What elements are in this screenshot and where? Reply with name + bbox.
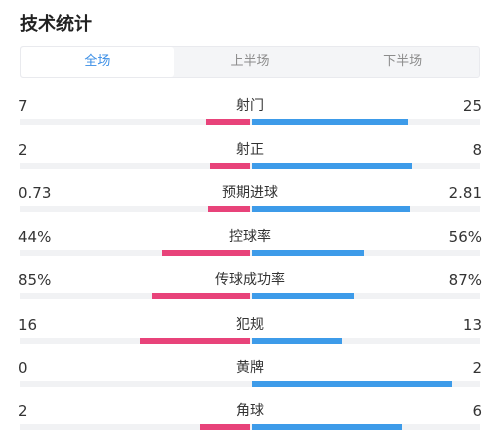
stat-row-expected-goals: 0.73 预期进球 2.81	[18, 183, 482, 223]
home-bar	[206, 119, 250, 125]
away-bar	[252, 119, 408, 125]
away-bar	[252, 338, 342, 344]
home-value: 0.73	[18, 184, 52, 202]
away-bar	[252, 206, 410, 212]
away-bar	[252, 250, 364, 256]
stat-track	[20, 381, 480, 387]
home-bar	[208, 206, 250, 212]
stat-label: 射正	[236, 142, 264, 158]
away-bar	[252, 424, 402, 430]
stat-row-possession: 44% 控球率 56%	[18, 227, 482, 267]
away-bar	[252, 381, 452, 387]
stat-track	[20, 338, 480, 344]
stat-track	[20, 293, 480, 299]
away-value: 13	[462, 316, 482, 334]
stat-label: 控球率	[229, 229, 271, 245]
home-bar	[140, 338, 250, 344]
stat-label: 角球	[236, 403, 264, 419]
stat-track	[20, 250, 480, 256]
home-value: 0	[18, 359, 28, 377]
away-value: 2	[472, 359, 482, 377]
stat-label: 射门	[236, 98, 264, 114]
home-value: 44%	[18, 228, 52, 246]
home-bar	[162, 250, 250, 256]
home-value: 85%	[18, 271, 52, 289]
away-value: 6	[472, 402, 482, 420]
stat-row-fouls: 16 犯规 13	[18, 315, 482, 355]
home-bar	[152, 293, 250, 299]
away-bar	[252, 163, 412, 169]
stat-label: 传球成功率	[215, 272, 285, 288]
stat-track	[20, 163, 480, 169]
stat-track	[20, 424, 480, 430]
home-bar	[200, 424, 250, 430]
tab-second-half[interactable]: 下半场	[383, 54, 423, 69]
away-bar	[252, 293, 354, 299]
tab-first-half[interactable]: 上半场	[230, 54, 270, 69]
stat-row-shots-on-target: 2 射正 8	[18, 140, 482, 180]
away-value: 87%	[448, 271, 482, 289]
stat-row-yellow-cards: 0 黄牌 2	[18, 358, 482, 398]
period-tabs: 全场 上半场 下半场	[20, 46, 480, 78]
stat-track	[20, 119, 480, 125]
away-value: 8	[472, 141, 482, 159]
away-value: 56%	[448, 228, 482, 246]
stat-row-pass-accuracy: 85% 传球成功率 87%	[18, 270, 482, 310]
tab-full-match[interactable]: 全场	[21, 47, 174, 77]
stat-row-shots: 7 射门 25	[18, 96, 482, 136]
home-bar	[210, 163, 250, 169]
home-value: 7	[18, 97, 28, 115]
stat-label: 犯规	[236, 317, 264, 333]
away-value: 2.81	[448, 184, 482, 202]
stat-row-corners: 2 角球 6	[18, 401, 482, 441]
home-value: 16	[18, 316, 38, 334]
away-value: 25	[462, 97, 482, 115]
stat-label: 预期进球	[222, 185, 278, 201]
home-value: 2	[18, 141, 28, 159]
home-value: 2	[18, 402, 28, 420]
stat-label: 黄牌	[236, 360, 264, 376]
section-title: 技术统计	[20, 14, 92, 35]
stat-track	[20, 206, 480, 212]
